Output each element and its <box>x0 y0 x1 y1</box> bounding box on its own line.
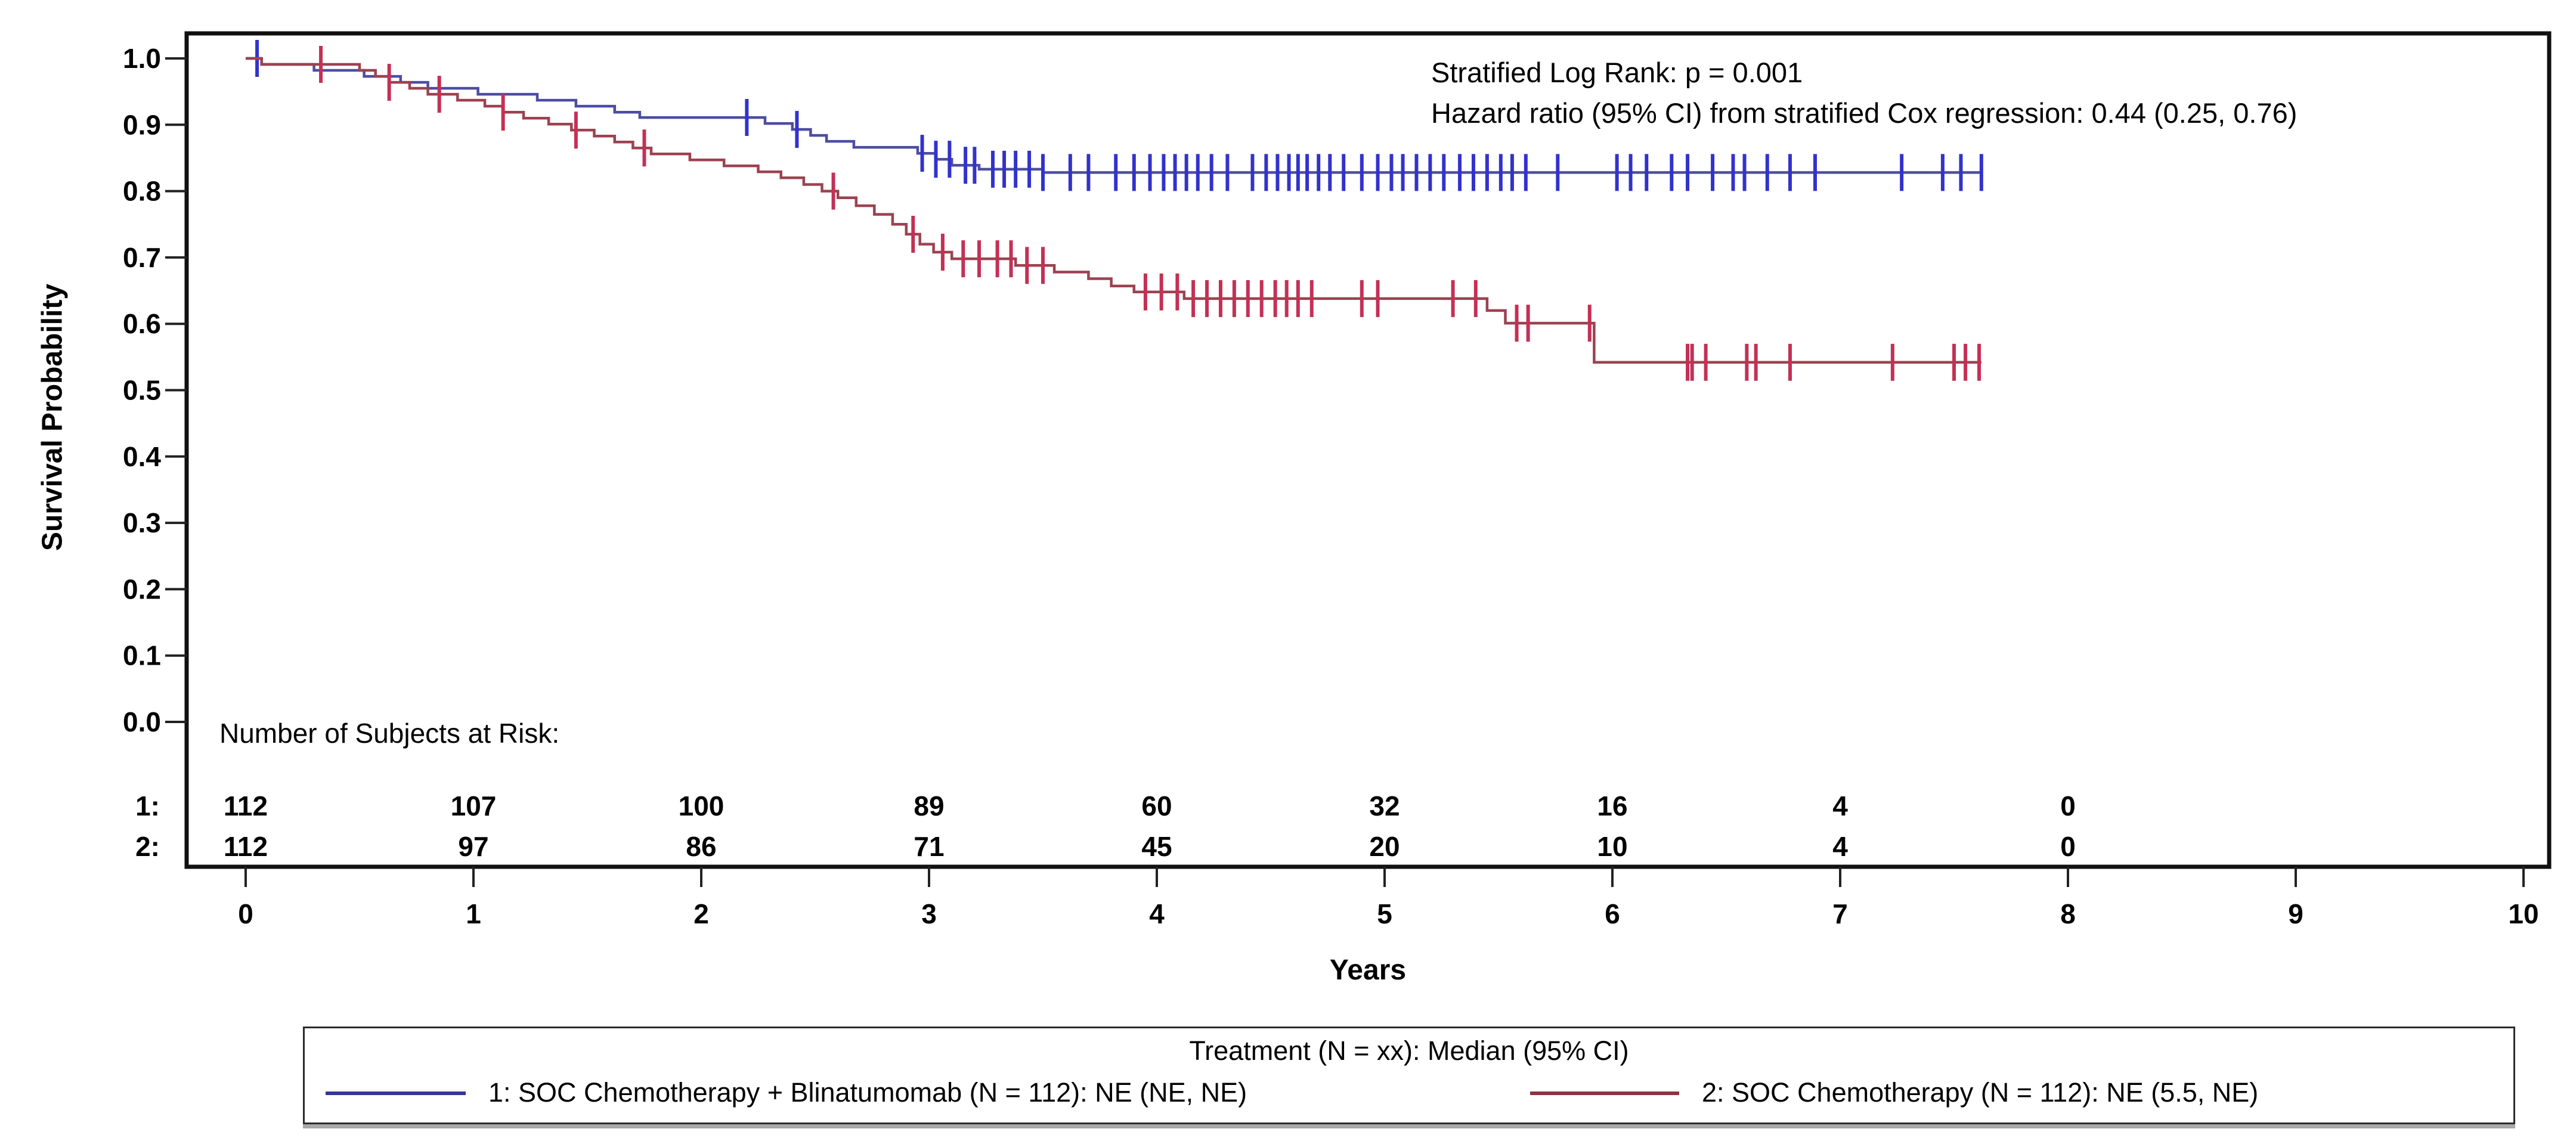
risk-count: 20 <box>1369 831 1400 862</box>
y-tick-label: 1.0 <box>123 43 161 74</box>
risk-table-title: Number of Subjects at Risk: <box>219 718 560 749</box>
risk-count: 16 <box>1597 790 1627 821</box>
x-tick-label: 0 <box>238 898 253 929</box>
risk-count: 71 <box>914 831 944 862</box>
plot-border <box>184 31 2552 869</box>
x-tick-label: 7 <box>1832 898 1848 929</box>
risk-count: 89 <box>914 790 944 821</box>
risk-count: 10 <box>1597 831 1627 862</box>
risk-count: 60 <box>1141 790 1172 821</box>
annotation-logrank: Stratified Log Rank: p = 0.001 <box>1431 57 1803 88</box>
risk-count: 112 <box>224 790 268 821</box>
x-tick-label: 1 <box>466 898 481 929</box>
risk-count: 4 <box>1832 790 1848 821</box>
y-tick-label: 0.3 <box>123 507 161 538</box>
y-tick-label: 0.4 <box>123 441 161 472</box>
risk-count: 86 <box>686 831 716 862</box>
risk-count: 0 <box>2060 790 2076 821</box>
risk-count: 0 <box>2060 831 2076 862</box>
x-tick-label: 8 <box>2060 898 2076 929</box>
y-tick-label: 0.2 <box>123 573 161 604</box>
y-tick-label: 0.6 <box>123 308 161 339</box>
risk-count: 4 <box>1832 831 1848 862</box>
legend-label-treatment2: 2: SOC Chemotherapy (N = 112): NE (5.5, … <box>1702 1077 2259 1108</box>
risk-count: 100 <box>679 790 724 821</box>
y-tick-label: 0.7 <box>123 242 161 273</box>
legend-label-treatment1: 1: SOC Chemotherapy + Blinatumomab (N = … <box>488 1077 1247 1108</box>
y-tick-label: 0.1 <box>123 640 161 671</box>
x-axis-title: Years <box>1329 954 1407 986</box>
x-tick-label: 4 <box>1149 898 1165 929</box>
risk-row-label: 1: <box>135 790 160 821</box>
risk-count: 97 <box>458 831 488 862</box>
x-tick-label: 9 <box>2288 898 2303 929</box>
annotation-hazard-ratio: Hazard ratio (95% CI) from stratified Co… <box>1431 97 2298 129</box>
survival-curve-2 <box>246 57 1981 364</box>
survival-curve-1 <box>246 57 1981 174</box>
y-tick-label: 0.0 <box>123 706 161 737</box>
risk-count: 107 <box>451 790 497 821</box>
x-tick-label: 10 <box>2508 898 2538 929</box>
legend-title: Treatment (N = xx): Median (95% CI) <box>1189 1035 1629 1066</box>
x-tick-label: 3 <box>921 898 937 929</box>
y-tick-label: 0.9 <box>123 109 161 140</box>
risk-count: 32 <box>1369 790 1400 821</box>
legend-box: Treatment (N = xx): Median (95% CI) 1: S… <box>303 1027 2515 1124</box>
legend-line-sample-treatment2 <box>1530 1092 1679 1095</box>
risk-row-label: 2: <box>135 831 160 862</box>
risk-count: 45 <box>1141 831 1172 862</box>
y-axis-title: Survival Probability <box>36 283 69 551</box>
x-tick-label: 2 <box>693 898 709 929</box>
y-tick-label: 0.8 <box>123 176 161 207</box>
x-tick-label: 5 <box>1377 898 1392 929</box>
y-tick-label: 0.5 <box>123 375 161 406</box>
risk-count: 112 <box>224 831 268 862</box>
x-tick-label: 6 <box>1605 898 1620 929</box>
legend-line-sample-treatment1 <box>326 1092 466 1095</box>
